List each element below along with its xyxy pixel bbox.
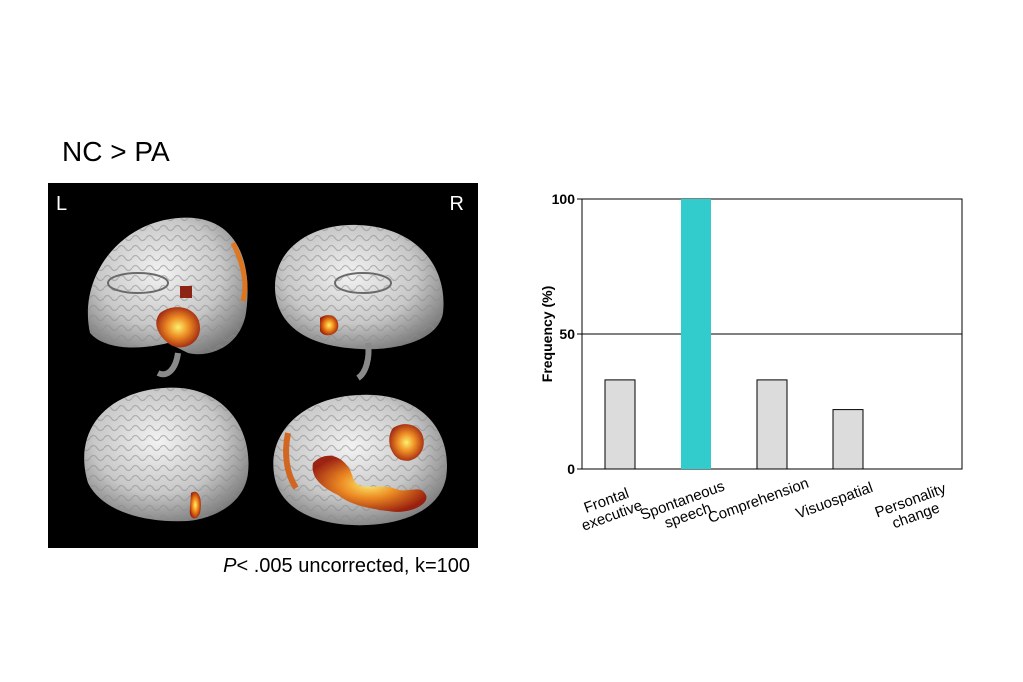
left-hemisphere-label: L	[56, 193, 68, 215]
brain-medial-left	[87, 217, 248, 378]
y-tick-label: 100	[552, 191, 576, 207]
activation-blob	[320, 315, 339, 336]
x-tick-label: Frontalexecutive	[574, 482, 645, 535]
activation-blob	[156, 241, 248, 348]
bar	[604, 379, 636, 470]
brain-render-image	[84, 217, 447, 526]
figure-title: NC > PA	[62, 136, 170, 167]
brain-medial-right	[274, 224, 444, 381]
brain-mri-panel: L R	[48, 183, 478, 548]
activation-blob	[283, 424, 427, 512]
y-tick-label: 0	[567, 461, 575, 477]
caption-p-value: P	[223, 555, 237, 577]
activation-blob	[189, 491, 201, 519]
y-axis-label: Frequency (%)	[539, 286, 555, 382]
brain-lateral-left	[84, 387, 249, 522]
right-hemisphere-label: R	[449, 193, 464, 215]
bar	[681, 199, 711, 469]
bar	[756, 379, 788, 470]
y-tick-label: 50	[559, 326, 575, 342]
statistical-threshold-caption: P< .005 uncorrected, k=100	[120, 555, 470, 578]
caption-threshold-text: < .005 uncorrected, k=100	[236, 555, 471, 577]
x-tick-label: Personalitychange	[873, 480, 954, 537]
bar	[832, 409, 864, 470]
